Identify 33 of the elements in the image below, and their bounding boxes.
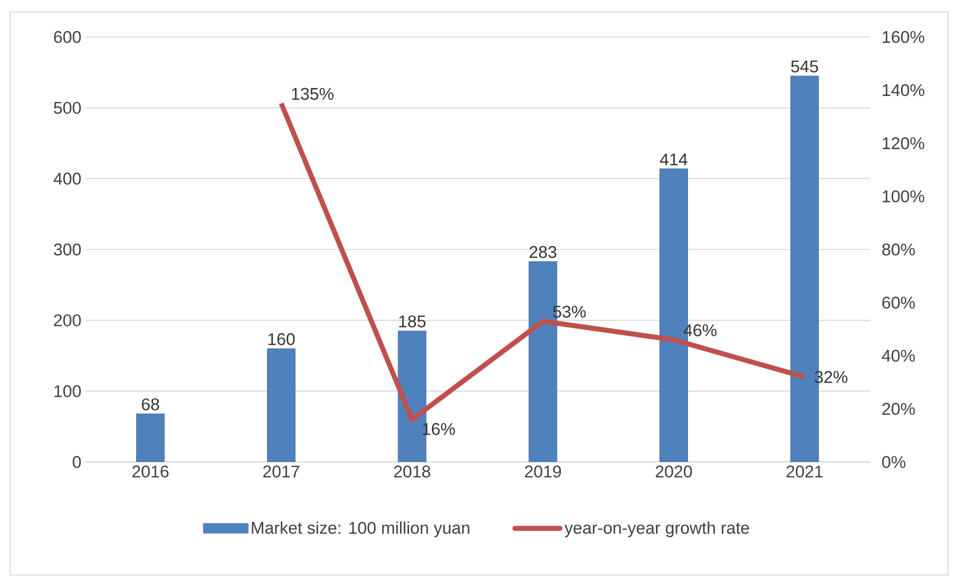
data-label: 68 xyxy=(142,398,160,410)
y-tick-label: 400 xyxy=(54,172,81,185)
y2-tick-label: 40% xyxy=(882,350,915,362)
y2-tick-label: 0% xyxy=(882,456,906,468)
y-tick-label: 200 xyxy=(54,314,81,326)
data-label: 135% xyxy=(292,88,334,100)
y-tick-label: 300 xyxy=(54,244,81,256)
y2-tick-label: 60% xyxy=(882,296,915,309)
data-label: 185 xyxy=(399,315,426,328)
y2-tick-label: 120% xyxy=(882,137,924,150)
y2-tick-label: 20% xyxy=(882,402,915,415)
y2-tick-label: 160% xyxy=(882,31,924,43)
y-tick-label: 600 xyxy=(54,31,81,43)
y2-tick-label: 100% xyxy=(882,190,924,202)
data-label: 414 xyxy=(660,154,688,166)
bar xyxy=(267,348,296,462)
data-label: 545 xyxy=(791,60,818,72)
y2-tick-label: 80% xyxy=(882,244,915,256)
legend-label: Market size: 100 million yuan xyxy=(252,521,470,538)
data-label: 160 xyxy=(268,333,295,346)
y-tick-label: 0 xyxy=(72,456,81,468)
y-tick-label: 500 xyxy=(54,102,81,114)
x-tick-label: 2020 xyxy=(656,466,692,478)
x-tick-label: 2019 xyxy=(524,466,561,478)
data-label: 283 xyxy=(530,246,556,258)
x-tick-label: 2018 xyxy=(394,466,430,478)
x-tick-label: 2021 xyxy=(786,466,823,478)
x-tick-label: 2017 xyxy=(263,466,300,478)
x-tick-label: 2016 xyxy=(132,466,168,478)
y-tick-label: 100 xyxy=(54,385,81,398)
bar xyxy=(136,414,165,462)
legend-label: year-on-year growth rate xyxy=(564,521,750,538)
y2-tick-label: 140% xyxy=(882,84,924,96)
